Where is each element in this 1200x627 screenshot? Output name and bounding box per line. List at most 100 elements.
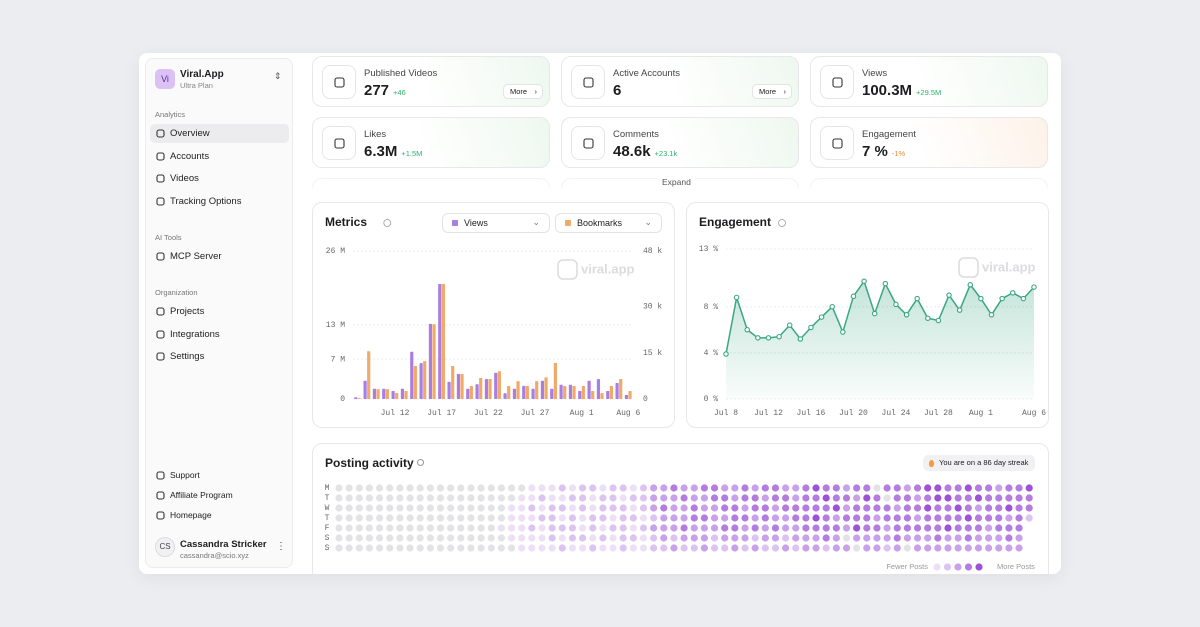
activity-cell bbox=[751, 514, 759, 522]
nav-item[interactable]: Videos bbox=[150, 169, 289, 188]
footer-label: Support bbox=[170, 470, 200, 480]
activity-cell bbox=[934, 504, 942, 512]
activity-cell bbox=[335, 524, 343, 532]
activity-cell bbox=[903, 504, 912, 512]
activity-cell bbox=[934, 524, 942, 532]
y-tick-label: 0 % bbox=[704, 395, 719, 404]
activity-cell bbox=[487, 504, 495, 512]
nav-item[interactable]: MCP Server bbox=[150, 247, 289, 266]
nav-item[interactable]: Accounts bbox=[150, 147, 289, 166]
activity-cell bbox=[457, 484, 465, 492]
activity-cell bbox=[477, 484, 485, 492]
more-button[interactable]: More › bbox=[752, 84, 792, 99]
y-tick-label: 4 % bbox=[704, 349, 719, 358]
activity-cell bbox=[406, 534, 414, 542]
expand-button[interactable]: Expand bbox=[658, 177, 695, 187]
activity-cell bbox=[467, 514, 475, 522]
point bbox=[755, 335, 761, 341]
icon-shape bbox=[334, 77, 345, 88]
activity-cell bbox=[690, 544, 698, 552]
activity-cell bbox=[639, 524, 648, 532]
day-label: M bbox=[325, 484, 330, 493]
activity-cell bbox=[528, 534, 536, 542]
activity-cell bbox=[995, 544, 1003, 552]
activity-cell bbox=[396, 484, 404, 492]
activity-cell bbox=[447, 504, 455, 512]
activity-cell bbox=[457, 544, 465, 552]
activity-cell bbox=[507, 524, 516, 532]
x-tick-label: Jul 12 bbox=[381, 409, 410, 418]
activity-cell bbox=[944, 524, 952, 532]
stat-card: Comments 48.6k +23.1k bbox=[561, 117, 799, 168]
activity-cell bbox=[812, 544, 820, 552]
point bbox=[956, 307, 963, 313]
point bbox=[808, 324, 814, 331]
activity-cell bbox=[396, 544, 404, 552]
nav-item[interactable]: Projects bbox=[150, 302, 289, 321]
activity-cell bbox=[853, 514, 861, 522]
bar bbox=[438, 284, 442, 399]
bar bbox=[531, 388, 535, 399]
legend-swatch bbox=[452, 220, 458, 226]
x-tick-label: Jul 24 bbox=[882, 409, 911, 418]
activity-cell bbox=[406, 484, 414, 492]
activity-cell bbox=[771, 484, 780, 492]
activity-cell bbox=[548, 514, 556, 522]
activity-cell bbox=[558, 514, 566, 522]
point bbox=[967, 282, 974, 288]
icon bbox=[583, 138, 594, 149]
watermark-logo bbox=[557, 259, 578, 280]
activity-cell bbox=[436, 534, 445, 542]
stat-card: Views 100.3M +29.5M bbox=[810, 56, 1048, 107]
activity-cell bbox=[782, 544, 790, 552]
nav-label: Tracking Options bbox=[170, 195, 242, 207]
activity-cell bbox=[883, 524, 891, 532]
bar bbox=[441, 283, 445, 399]
activity-cell bbox=[355, 494, 363, 502]
stat-label: Comments bbox=[613, 129, 659, 140]
activity-cell bbox=[873, 534, 881, 542]
switcher[interactable]: ⇕ bbox=[274, 71, 282, 81]
nav-item[interactable]: Overview bbox=[150, 124, 289, 143]
bar bbox=[628, 390, 632, 399]
footer-item[interactable]: Support bbox=[150, 466, 289, 484]
footer-item[interactable]: Affiliate Program bbox=[150, 486, 289, 504]
activity-cell bbox=[426, 494, 434, 502]
activity-cell bbox=[924, 534, 932, 542]
stat-value: 100.3M bbox=[862, 82, 913, 99]
bar bbox=[494, 372, 498, 399]
activity-cell bbox=[913, 514, 922, 522]
activity-cell bbox=[995, 534, 1003, 542]
more-button[interactable]: More › bbox=[503, 84, 543, 99]
icon-shape bbox=[156, 352, 165, 361]
icon bbox=[156, 196, 165, 206]
point bbox=[733, 294, 740, 301]
series-dropdown[interactable]: Bookmarks ⌄ bbox=[555, 213, 662, 233]
point bbox=[871, 310, 878, 317]
activity-cell bbox=[995, 514, 1003, 522]
activity-cell bbox=[700, 534, 708, 542]
activity-cell bbox=[345, 534, 353, 542]
activity-cell bbox=[883, 494, 891, 502]
x-tick-label: Jul 28 bbox=[924, 409, 953, 418]
activity-cell bbox=[518, 544, 526, 552]
nav-item[interactable]: Integrations bbox=[150, 325, 289, 344]
nav-item[interactable]: Settings bbox=[150, 347, 289, 366]
nav-item[interactable]: Tracking Options bbox=[150, 192, 289, 211]
activity-cell bbox=[579, 514, 587, 522]
point bbox=[914, 295, 920, 302]
activity-cell bbox=[558, 524, 566, 532]
user-menu[interactable]: ⋮ bbox=[276, 541, 286, 552]
activity-cell bbox=[1015, 514, 1023, 522]
series-dropdown[interactable]: Views ⌄ bbox=[442, 213, 550, 233]
activity-cell bbox=[741, 514, 749, 522]
bar bbox=[587, 380, 591, 399]
bar bbox=[428, 323, 433, 399]
activity-cell bbox=[416, 484, 424, 492]
activity-cell bbox=[345, 504, 353, 512]
footer-item[interactable]: Homepage bbox=[150, 506, 289, 524]
activity-cell bbox=[832, 504, 840, 512]
activity-cell bbox=[639, 504, 648, 512]
activity-cell bbox=[761, 494, 769, 502]
activity-cell bbox=[873, 514, 881, 522]
